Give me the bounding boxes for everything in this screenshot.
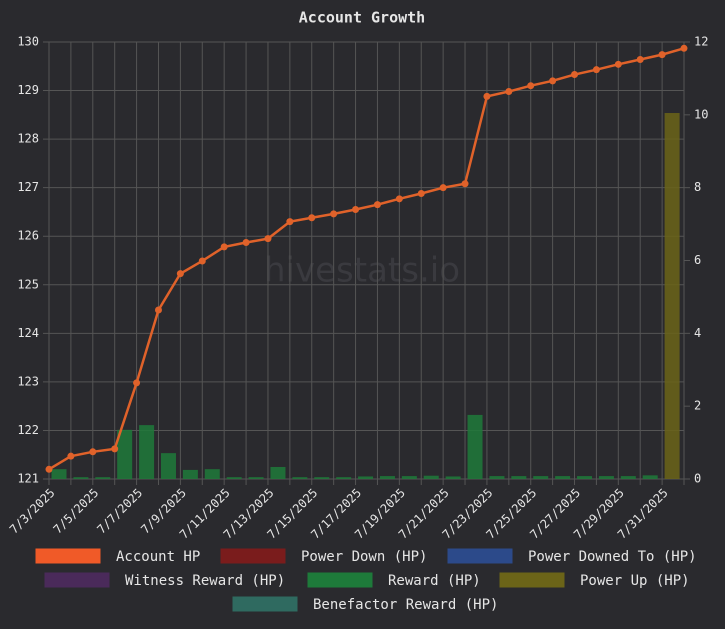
legend-swatch (499, 572, 565, 588)
bar (51, 469, 67, 479)
point (636, 55, 644, 63)
watermark: hivestats.io (264, 251, 460, 291)
bar (577, 476, 593, 479)
point (680, 44, 688, 52)
legend-label: Power Up (HP) (580, 573, 690, 589)
x-tick-label: 7/3/2025 (7, 486, 58, 537)
legend-label: Reward (HP) (388, 573, 481, 589)
y-tick-label: 122 (17, 423, 39, 437)
point (286, 218, 294, 226)
point (198, 257, 206, 265)
bar (533, 476, 549, 479)
y2-tick-label: 2 (694, 399, 701, 413)
legend-label: Benefactor Reward (HP) (313, 597, 498, 613)
bar (226, 477, 242, 479)
point (352, 206, 360, 214)
y-tick-label: 128 (17, 132, 39, 146)
y2-tick-label: 10 (694, 107, 708, 121)
point (417, 189, 425, 197)
y2-tick-label: 12 (694, 35, 708, 49)
bar (204, 469, 220, 479)
bar (620, 476, 636, 479)
point (220, 243, 228, 251)
bar (423, 475, 439, 479)
point (527, 82, 535, 90)
bar (598, 476, 614, 479)
point (483, 92, 491, 100)
y-tick-label: 127 (17, 180, 39, 194)
point (461, 180, 469, 188)
x-tick-label: 7/5/2025 (51, 486, 102, 537)
point (592, 66, 600, 74)
bar (160, 453, 176, 479)
y-tick-label: 124 (17, 326, 39, 340)
bar (248, 477, 264, 479)
point (330, 210, 338, 218)
point (549, 77, 557, 85)
point (89, 448, 97, 456)
bar (73, 477, 89, 479)
point (133, 379, 141, 387)
bar (379, 476, 395, 479)
chart-title: Account Growth (299, 9, 425, 27)
bar (467, 414, 483, 479)
y-tick-label: 125 (17, 277, 39, 291)
y-tick-label: 130 (17, 35, 39, 49)
bar (401, 476, 417, 479)
bar (292, 477, 308, 479)
bar (642, 475, 658, 479)
bar (664, 113, 680, 479)
legend-swatch (220, 548, 286, 564)
bar (489, 476, 505, 479)
bar (182, 469, 198, 479)
y-tick-label: 126 (17, 229, 39, 243)
y2-tick-label: 4 (694, 326, 701, 340)
point (658, 51, 666, 59)
y2-tick-label: 0 (694, 472, 701, 486)
point (45, 465, 53, 473)
legend-label: Power Down (HP) (301, 549, 427, 565)
point (242, 239, 250, 247)
bar (139, 425, 155, 479)
legend-swatch (307, 572, 373, 588)
y2-tick-label: 6 (694, 253, 701, 267)
bar (358, 476, 374, 479)
legend-label: Account HP (116, 549, 200, 565)
bar (511, 476, 527, 479)
y2-tick-label: 8 (694, 180, 701, 194)
bar (270, 466, 286, 479)
line (48, 47, 685, 471)
bar (95, 477, 111, 479)
legend-swatch (35, 548, 101, 564)
point (373, 201, 381, 209)
bar (555, 476, 571, 479)
legend-swatch (232, 596, 298, 612)
y-tick-label: 121 (17, 472, 39, 486)
legend-swatch (447, 548, 513, 564)
point (395, 195, 403, 203)
bar (314, 477, 330, 479)
point (614, 60, 622, 68)
point (505, 88, 513, 96)
legend-label: Witness Reward (HP) (125, 573, 285, 589)
y-tick-label: 129 (17, 83, 39, 97)
point (264, 235, 272, 243)
bar (336, 477, 352, 479)
point (111, 445, 119, 453)
point (154, 306, 162, 314)
legend-label: Power Downed To (HP) (528, 549, 697, 565)
point (176, 270, 184, 278)
y-tick-label: 123 (17, 374, 39, 388)
point (67, 452, 75, 460)
x-tick-label: 7/7/2025 (94, 486, 145, 537)
point (439, 184, 447, 192)
bar (117, 429, 133, 479)
bar (445, 476, 461, 479)
legend-swatch (44, 572, 110, 588)
point (308, 214, 316, 222)
point (571, 71, 579, 79)
